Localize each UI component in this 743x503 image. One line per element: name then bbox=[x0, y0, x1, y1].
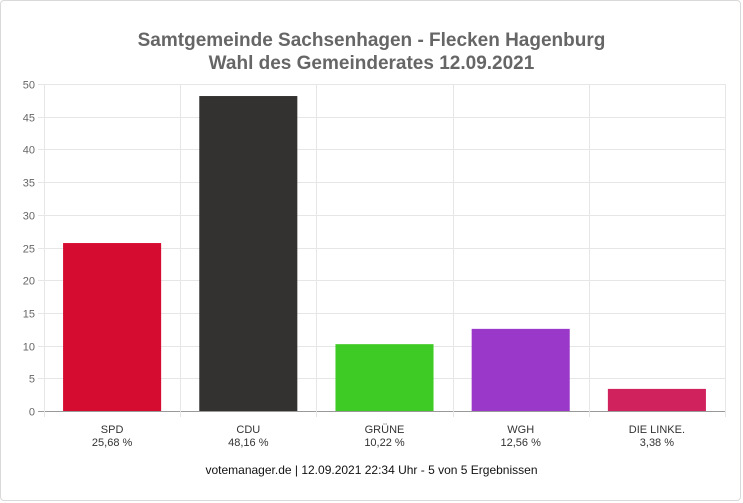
x-tick-label: SPD bbox=[101, 424, 124, 436]
y-tick-label: 35 bbox=[23, 178, 35, 190]
y-tick-label: 25 bbox=[23, 244, 35, 256]
y-tick-label: 50 bbox=[23, 80, 35, 92]
y-tick-label: 45 bbox=[23, 113, 35, 125]
chart-footer: votemanager.de | 12.09.2021 22:34 Uhr - … bbox=[205, 463, 538, 477]
y-tick-label: 5 bbox=[29, 374, 35, 386]
bar-value-label: 10,22 % bbox=[364, 437, 405, 449]
y-tick-label: 40 bbox=[23, 145, 35, 157]
x-tick-label: GRÜNE bbox=[365, 424, 405, 436]
bar-spd bbox=[63, 243, 162, 411]
y-tick-label: 20 bbox=[23, 276, 35, 288]
bar-wgh bbox=[471, 328, 570, 411]
y-tick-label: 0 bbox=[29, 407, 35, 419]
bar-value-label: 25,68 % bbox=[92, 437, 133, 449]
chart-title: Samtgemeinde Sachsenhagen - Flecken Hage… bbox=[137, 30, 606, 51]
bar-grüne bbox=[335, 344, 434, 411]
chart-subtitle: Wahl des Gemeinderates 12.09.2021 bbox=[208, 53, 535, 74]
x-tick-label: CDU bbox=[236, 424, 260, 436]
y-tick-label: 10 bbox=[23, 342, 35, 354]
y-tick-label: 30 bbox=[23, 211, 35, 223]
x-tick-label: WGH bbox=[507, 424, 534, 436]
bar-cdu bbox=[199, 96, 298, 411]
bar-die-linke bbox=[607, 388, 706, 411]
y-tick-label: 15 bbox=[23, 309, 35, 321]
bar-value-label: 48,16 % bbox=[228, 437, 269, 449]
bar-value-label: 12,56 % bbox=[501, 437, 542, 449]
bar-value-label: 3,38 % bbox=[640, 437, 674, 449]
x-tick-label: DIE LINKE. bbox=[629, 424, 685, 436]
